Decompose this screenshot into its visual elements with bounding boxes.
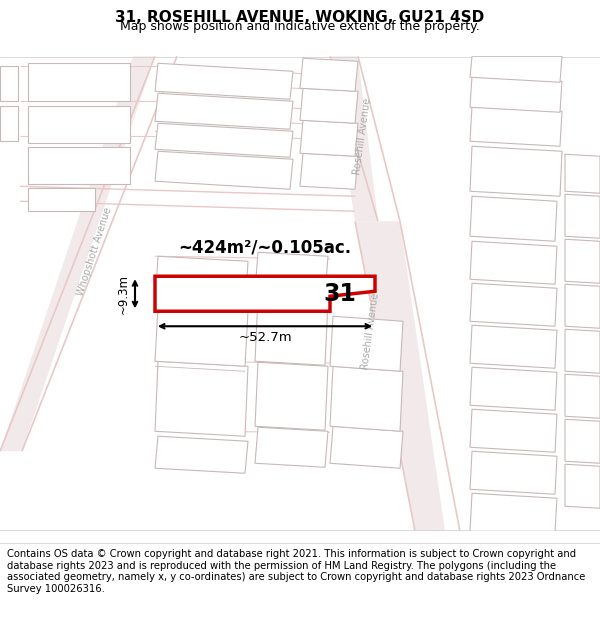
Polygon shape — [355, 221, 445, 531]
Text: ~52.7m: ~52.7m — [238, 331, 292, 344]
Polygon shape — [470, 409, 557, 452]
Polygon shape — [565, 464, 600, 508]
Text: Contains OS data © Crown copyright and database right 2021. This information is : Contains OS data © Crown copyright and d… — [7, 549, 586, 594]
Polygon shape — [255, 298, 328, 365]
Polygon shape — [470, 241, 557, 284]
Polygon shape — [470, 196, 557, 241]
Polygon shape — [155, 151, 293, 189]
Polygon shape — [28, 148, 130, 184]
Polygon shape — [300, 58, 358, 91]
Polygon shape — [470, 146, 562, 196]
Polygon shape — [330, 366, 403, 431]
Polygon shape — [155, 306, 248, 366]
Polygon shape — [470, 283, 557, 326]
Text: ~424m²/~0.105ac.: ~424m²/~0.105ac. — [178, 238, 352, 256]
Polygon shape — [28, 106, 130, 143]
Polygon shape — [470, 56, 562, 82]
Polygon shape — [330, 316, 403, 371]
Polygon shape — [0, 106, 18, 141]
Polygon shape — [155, 93, 293, 129]
Polygon shape — [0, 56, 155, 451]
Polygon shape — [565, 284, 600, 328]
Polygon shape — [155, 256, 248, 311]
Text: Whopshott Avenue: Whopshott Avenue — [76, 206, 114, 297]
Polygon shape — [255, 428, 328, 468]
Text: ~9.3m: ~9.3m — [117, 274, 130, 314]
Polygon shape — [255, 253, 328, 295]
Polygon shape — [565, 239, 600, 283]
Polygon shape — [565, 154, 600, 193]
Polygon shape — [470, 451, 557, 494]
Text: 31: 31 — [323, 282, 356, 306]
Polygon shape — [330, 56, 378, 221]
Polygon shape — [470, 325, 557, 368]
Polygon shape — [330, 426, 403, 468]
Polygon shape — [470, 493, 557, 531]
Polygon shape — [470, 106, 562, 146]
Text: Map shows position and indicative extent of the property.: Map shows position and indicative extent… — [120, 20, 480, 32]
Polygon shape — [300, 153, 358, 189]
Polygon shape — [155, 123, 293, 158]
Polygon shape — [300, 88, 358, 123]
Polygon shape — [155, 361, 248, 436]
Polygon shape — [470, 368, 557, 410]
Polygon shape — [28, 63, 130, 101]
Polygon shape — [155, 63, 293, 99]
Polygon shape — [565, 419, 600, 463]
Polygon shape — [0, 66, 18, 101]
Polygon shape — [28, 188, 95, 211]
Text: Rosehill Avenue: Rosehill Avenue — [359, 292, 380, 370]
Polygon shape — [565, 194, 600, 238]
Polygon shape — [155, 436, 248, 473]
Polygon shape — [300, 120, 358, 156]
Text: Rosehill Avenue: Rosehill Avenue — [352, 98, 373, 175]
Polygon shape — [255, 362, 328, 430]
Text: 31, ROSEHILL AVENUE, WOKING, GU21 4SD: 31, ROSEHILL AVENUE, WOKING, GU21 4SD — [115, 10, 485, 25]
Polygon shape — [470, 76, 562, 112]
Polygon shape — [155, 276, 375, 311]
Polygon shape — [565, 374, 600, 418]
Polygon shape — [565, 329, 600, 373]
